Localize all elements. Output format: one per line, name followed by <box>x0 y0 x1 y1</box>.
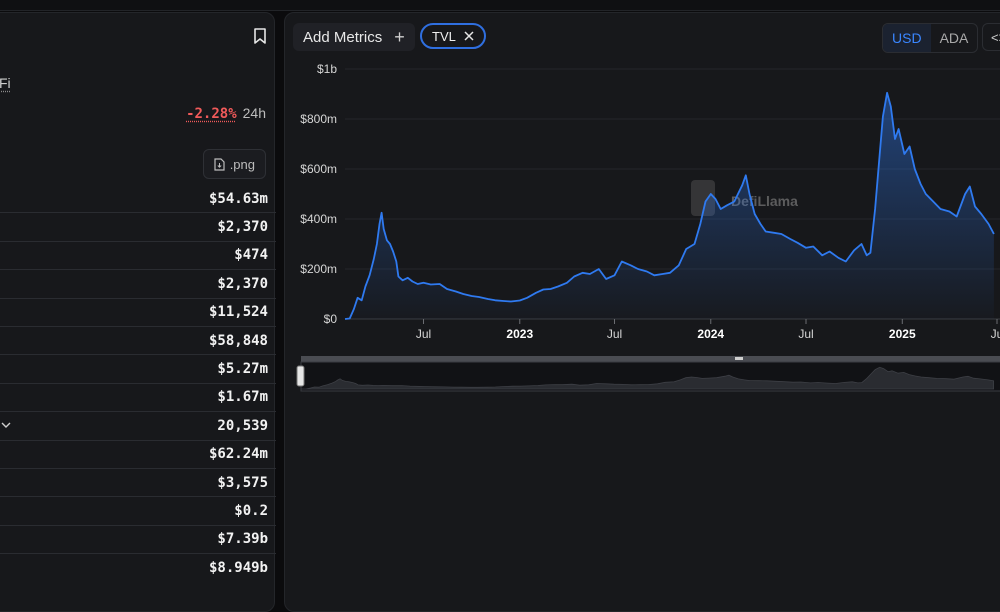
x-tick-label: 2025 <box>889 327 916 341</box>
stat-row: $2,370 <box>0 270 276 299</box>
currency-usd-option[interactable]: USD <box>883 24 931 52</box>
stat-value: $1.67m <box>217 389 268 406</box>
change-period: 24h <box>242 105 266 121</box>
window-top-bar <box>0 0 1000 11</box>
stat-value: $5.27m <box>217 361 268 378</box>
stat-row: $3,575 <box>0 469 276 498</box>
stat-value: $474 <box>234 247 268 264</box>
download-png-button[interactable]: .png <box>202 149 266 179</box>
stat-value: $11,524 <box>208 304 268 321</box>
stat-value: $7.39b <box>217 531 268 548</box>
y-tick-label: $0 <box>324 312 338 326</box>
stat-value: $62.24m <box>208 446 268 463</box>
embed-button[interactable]: <> <box>982 23 1000 51</box>
change-value: -2.28% <box>186 106 237 122</box>
brush-mini-series <box>301 366 994 390</box>
brush-handle-grip <box>735 357 743 360</box>
stat-row: $1.67m <box>0 384 276 413</box>
stat-row: $5.27m <box>0 355 276 384</box>
currency-ada-option[interactable]: ADA <box>939 30 969 46</box>
tvl-area <box>345 92 994 319</box>
download-png-label: .png <box>229 156 255 172</box>
stat-row: $7.39b <box>0 526 276 555</box>
stat-row: $54.63m <box>0 185 276 214</box>
brush-top-bar <box>301 356 1000 362</box>
stat-row: $62.24m <box>0 441 276 469</box>
add-metrics-label: Add Metrics <box>303 28 383 46</box>
chart-panel: $0 $200m $400m $600m $800m $1b Jul 2023 Jul 2024 J… <box>284 12 1000 612</box>
y-tick-label: $800m <box>300 112 337 126</box>
stat-row: $474 <box>0 242 276 271</box>
protocol-category-label: Fi <box>0 75 11 91</box>
plus-icon: + <box>394 26 405 47</box>
tvl-chart: $0 $200m $400m $600m $800m $1b Jul 2023 Jul 2024 J… <box>296 62 1000 392</box>
stat-value: $54.63m <box>208 190 268 207</box>
stat-value: $58,848 <box>208 332 268 349</box>
stat-value: $8.949b <box>208 560 268 577</box>
stat-value: $3,575 <box>217 474 268 491</box>
stats-list: $54.63m $2,370 $474 $2,370 $11,524 $58,848 $5.… <box>0 185 276 582</box>
file-icon <box>214 157 225 171</box>
bookmark-icon[interactable] <box>251 27 269 45</box>
tvl-change: -2.28% 24h <box>186 105 266 122</box>
x-tick-label: 2024 <box>697 327 724 341</box>
chevron-down-icon[interactable] <box>1 420 11 430</box>
y-tick-label: $1b <box>317 62 337 76</box>
stat-row: $2,370 <box>0 213 276 242</box>
stat-row: $8.949b <box>0 554 276 582</box>
x-tick-label: Ju <box>991 327 1000 341</box>
x-tick-label: 2023 <box>506 327 533 341</box>
currency-toggle: USD ADA <box>882 23 979 53</box>
stat-value: $2,370 <box>217 219 268 236</box>
y-tick-label: $200m <box>300 262 337 276</box>
stat-value: $0.2 <box>234 502 268 519</box>
add-metrics-button[interactable]: Add Metrics + <box>293 23 415 51</box>
stat-row[interactable]: 20,539 <box>0 412 276 441</box>
stat-value: 20,539 <box>217 417 268 434</box>
x-tick-label: Jul <box>607 327 622 341</box>
metric-chip-tvl[interactable]: TVL <box>420 23 486 49</box>
y-tick-label: $400m <box>300 212 337 226</box>
stat-row: $58,848 <box>0 327 276 356</box>
metric-chip-label: TVL <box>432 28 456 44</box>
close-icon[interactable] <box>464 31 474 41</box>
stat-row: $11,524 <box>0 299 276 327</box>
y-tick-label: $600m <box>300 162 337 176</box>
x-tick-label: Jul <box>416 327 431 341</box>
x-tick-label: Jul <box>798 327 813 341</box>
stat-row: $0.2 <box>0 497 276 526</box>
brush-left-handle[interactable] <box>296 365 305 387</box>
protocol-stats-panel: Fi -2.28% 24h .png $54.63m $2,370 $474 $2,37… <box>0 12 276 612</box>
tvl-series-line <box>344 91 995 320</box>
stat-value: $2,370 <box>217 275 268 292</box>
